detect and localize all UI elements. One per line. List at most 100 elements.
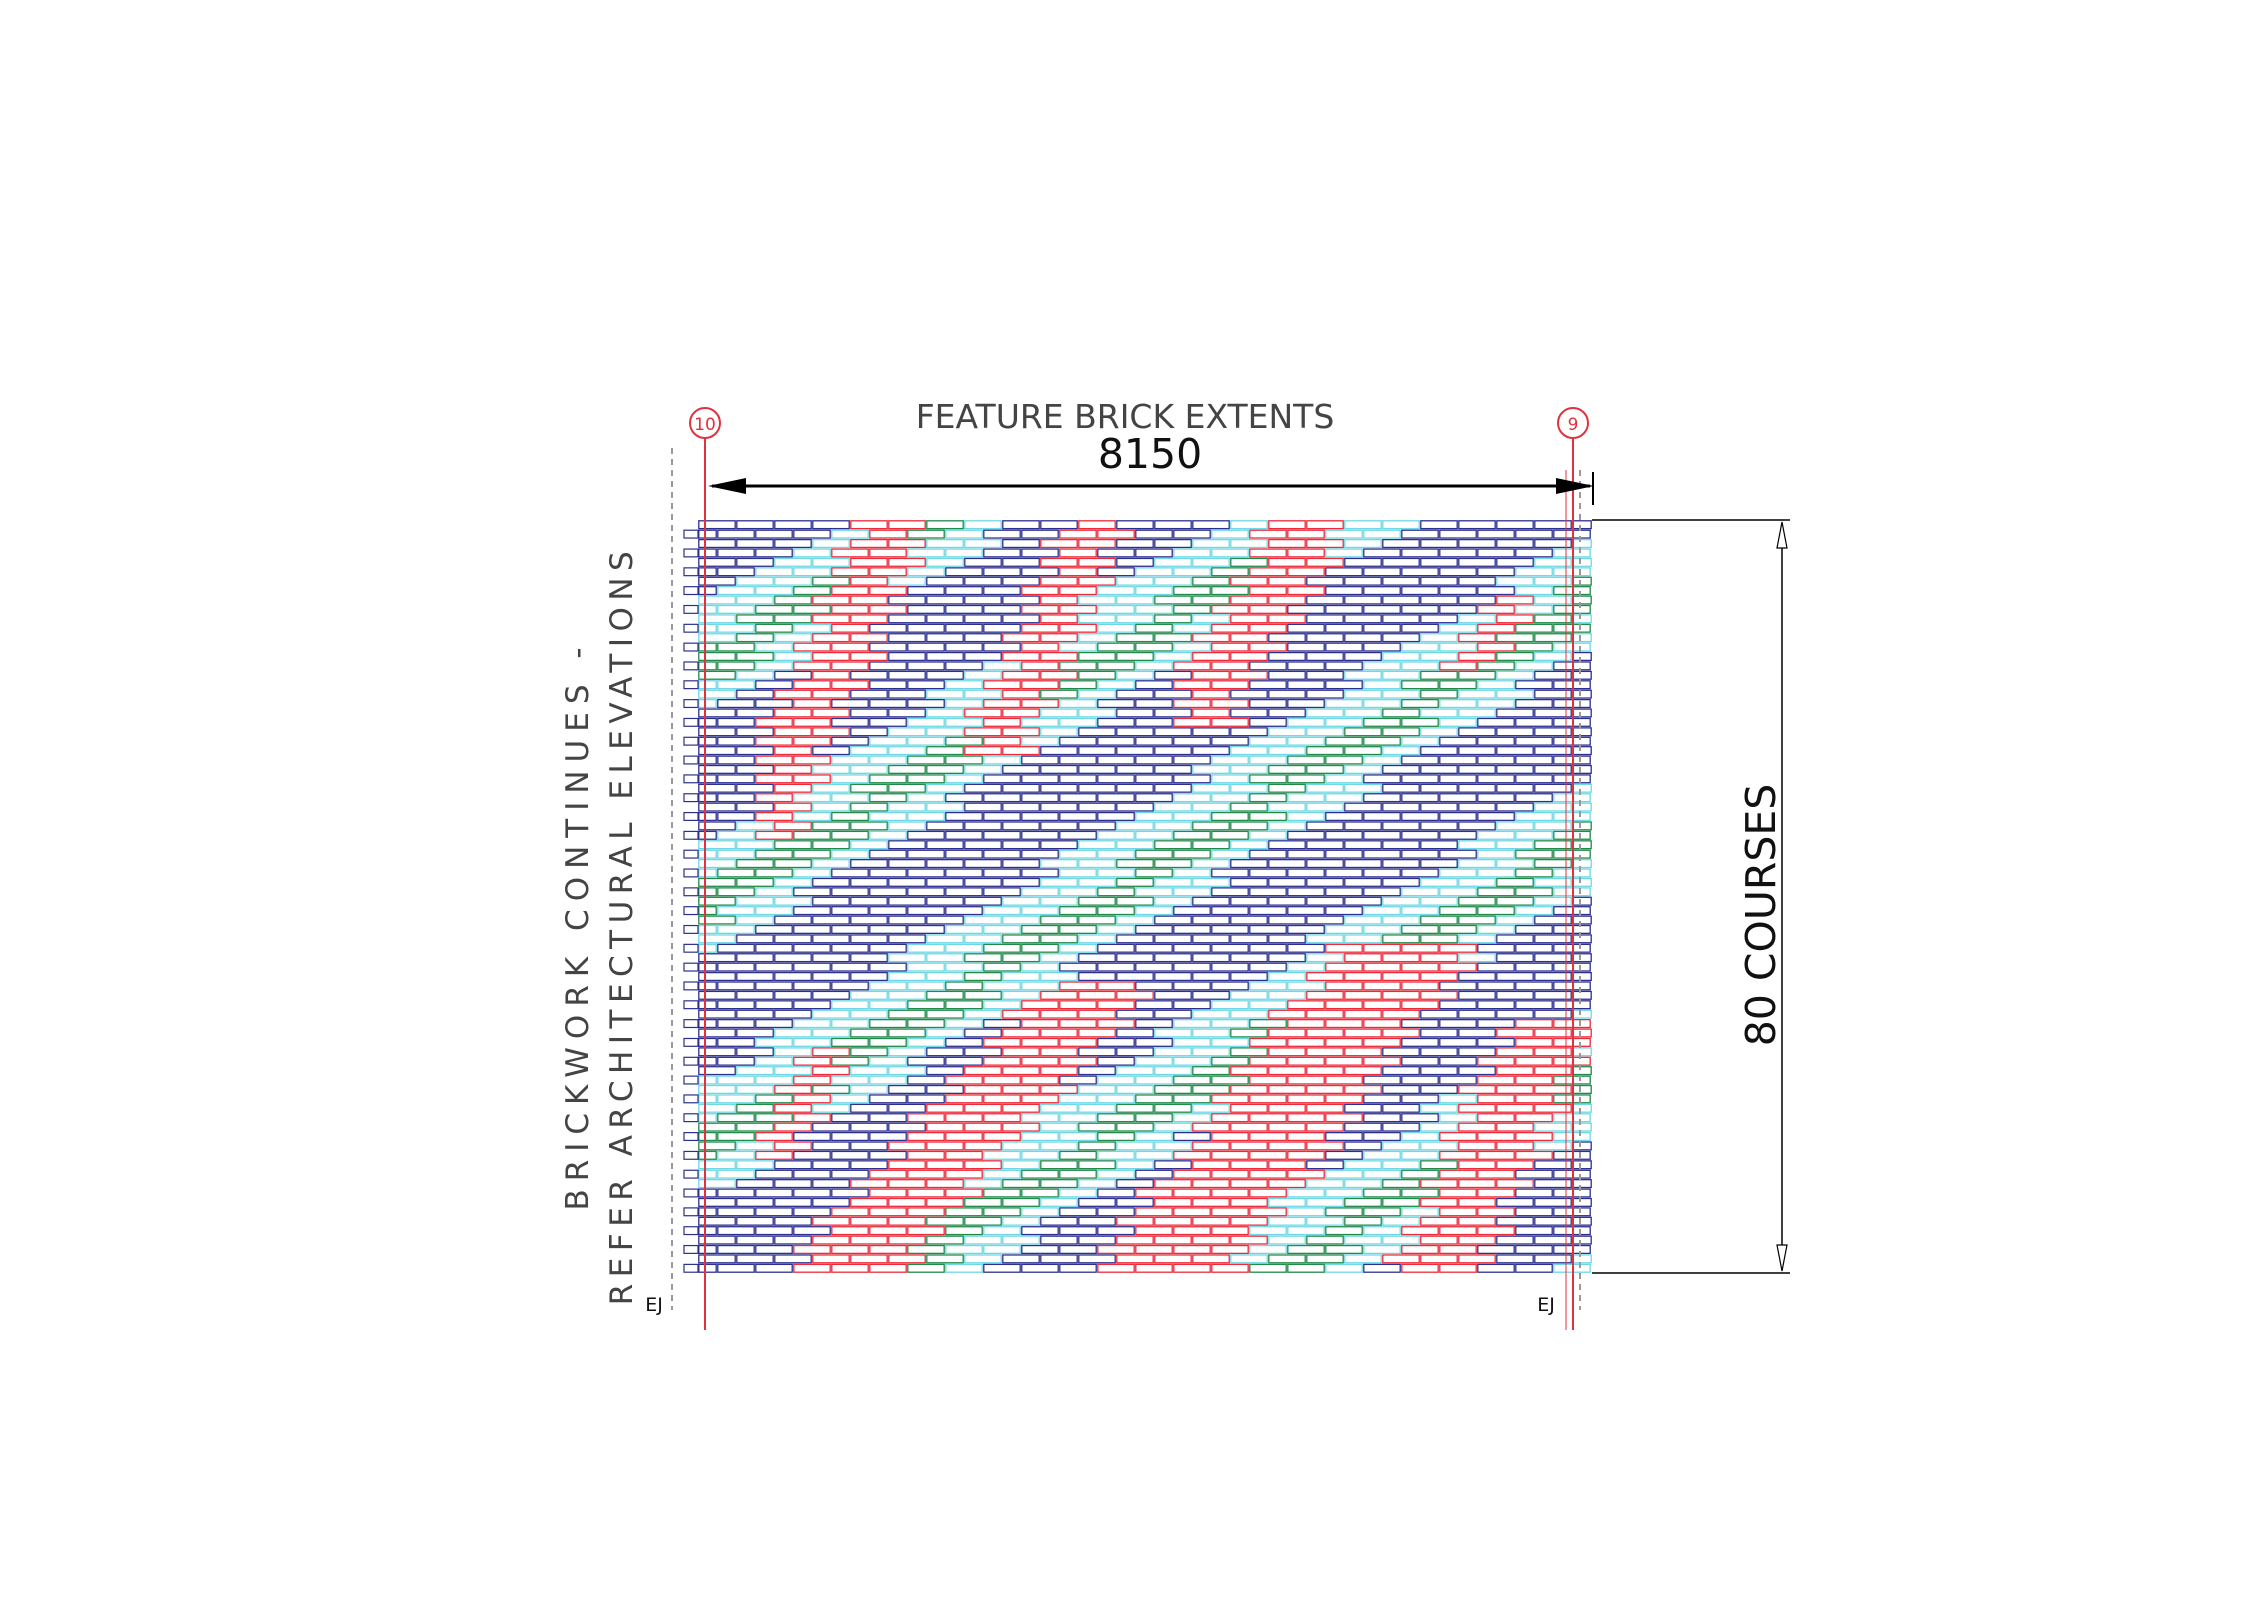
brick	[774, 708, 812, 718]
brick	[1439, 1244, 1477, 1255]
brick	[1249, 1169, 1287, 1179]
brick	[1458, 802, 1496, 812]
brick	[1382, 727, 1420, 737]
brick	[1040, 746, 1078, 756]
brick	[1306, 1179, 1344, 1189]
brick	[1230, 896, 1268, 906]
brick	[1439, 1113, 1477, 1123]
brick	[1306, 614, 1344, 624]
brick	[1040, 971, 1078, 982]
brick	[1268, 802, 1306, 812]
brick	[1249, 1244, 1287, 1255]
brick	[698, 1179, 736, 1189]
brick	[1306, 1084, 1344, 1095]
brick	[1211, 1019, 1249, 1029]
brick	[793, 1244, 831, 1255]
brick	[1515, 943, 1553, 953]
brick	[812, 764, 850, 774]
brick	[1363, 755, 1401, 765]
brick	[812, 1235, 850, 1245]
brick	[793, 717, 831, 727]
brick	[1230, 1254, 1268, 1264]
brick	[717, 1207, 755, 1217]
brick	[983, 1113, 1021, 1123]
brick	[983, 1094, 1021, 1104]
brick	[1116, 1009, 1154, 1019]
brick	[850, 783, 888, 793]
brick	[717, 1150, 755, 1160]
brick	[755, 604, 793, 614]
brick	[755, 717, 793, 727]
brick	[1040, 859, 1078, 869]
brick	[1572, 859, 1592, 869]
brick	[698, 971, 736, 982]
brick	[831, 1113, 869, 1123]
brick	[983, 604, 1021, 614]
brick	[983, 943, 1021, 953]
brick	[812, 1141, 850, 1151]
brick	[736, 1028, 774, 1038]
brick	[1040, 1047, 1078, 1057]
brick	[736, 1160, 774, 1170]
brick	[1572, 557, 1592, 567]
brick	[698, 1216, 736, 1226]
brick	[1154, 633, 1192, 643]
brick	[907, 642, 945, 652]
brick	[1439, 586, 1477, 596]
brick	[1344, 896, 1382, 906]
brick	[698, 821, 736, 831]
brick	[1439, 529, 1477, 539]
brick	[907, 906, 945, 916]
brick	[1496, 915, 1534, 925]
brick	[1059, 868, 1097, 878]
brick	[1135, 962, 1173, 972]
brick	[1458, 915, 1496, 925]
brick	[964, 971, 1002, 982]
brick	[774, 1084, 812, 1095]
brick	[1040, 953, 1078, 963]
brick	[1534, 1216, 1572, 1226]
brick	[888, 802, 926, 812]
brick	[1097, 1188, 1135, 1198]
brick	[1249, 642, 1287, 652]
brick	[1230, 877, 1268, 887]
brick	[1268, 821, 1306, 831]
brick	[1401, 887, 1439, 897]
brick	[1477, 793, 1515, 803]
brick	[945, 680, 983, 690]
brick	[983, 849, 1021, 859]
toothing-brick	[683, 1188, 699, 1198]
brick	[736, 990, 774, 1000]
brick	[1230, 1179, 1268, 1189]
brick	[945, 1169, 983, 1179]
brick	[1173, 698, 1211, 709]
brick	[812, 557, 850, 567]
brick	[736, 557, 774, 567]
brick	[1173, 1226, 1211, 1236]
brick	[1401, 1188, 1439, 1198]
brick	[850, 971, 888, 982]
brick	[1211, 736, 1249, 746]
brick	[1420, 1235, 1458, 1245]
brick	[1059, 642, 1097, 652]
brick	[1420, 1066, 1458, 1076]
brick	[1382, 1009, 1420, 1019]
brick	[907, 698, 945, 709]
brick	[1382, 520, 1420, 530]
brick	[1325, 887, 1363, 897]
brick	[1572, 727, 1592, 737]
brick	[1287, 642, 1325, 652]
brick	[1572, 746, 1592, 756]
brick	[831, 529, 869, 539]
brick	[1477, 943, 1515, 953]
brick	[1287, 1113, 1325, 1123]
brick	[1496, 802, 1534, 812]
brick	[774, 764, 812, 774]
brick	[1173, 623, 1211, 633]
brick	[1040, 633, 1078, 643]
brick	[736, 1216, 774, 1226]
brick	[1154, 821, 1192, 831]
brick	[1382, 1122, 1420, 1132]
brick	[945, 793, 983, 803]
brick	[907, 1226, 945, 1236]
